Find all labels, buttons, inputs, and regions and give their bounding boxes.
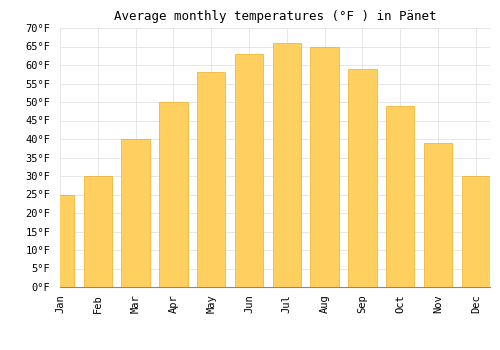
Bar — [310, 47, 339, 287]
Bar — [84, 176, 112, 287]
Bar — [462, 176, 490, 287]
Bar — [122, 139, 150, 287]
Bar — [46, 195, 74, 287]
Title: Average monthly temperatures (°F ) in Pänet: Average monthly temperatures (°F ) in Pä… — [114, 10, 436, 23]
Bar — [386, 106, 414, 287]
Bar — [348, 69, 376, 287]
Bar — [197, 72, 226, 287]
Bar — [159, 102, 188, 287]
Bar — [424, 143, 452, 287]
Bar — [235, 54, 263, 287]
Bar — [272, 43, 301, 287]
